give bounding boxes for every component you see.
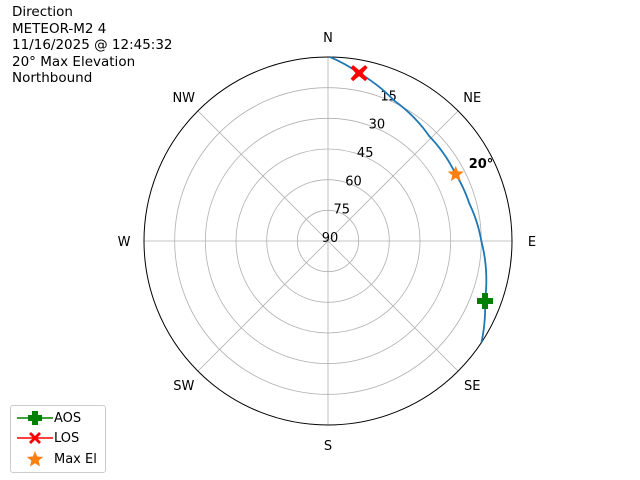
plus-marker-icon [17,411,53,425]
theta-label: E [528,235,536,250]
grid-spoke [327,110,459,242]
marker-max-el [447,165,464,182]
legend: AOS LOS Max El [10,405,106,473]
theta-label: NE [463,91,481,106]
theta-label: NW [172,91,195,106]
theta-label: W [118,235,131,250]
radial-tick-label: 90 [322,231,339,246]
star-marker-icon [26,451,44,467]
radial-tick-label: 30 [369,118,386,133]
radial-tick-label: 75 [333,203,350,218]
polar-frame [143,56,513,426]
x-marker-icon [17,432,53,444]
theta-label: SW [173,379,194,394]
theta-label: S [324,439,332,454]
info-datetime: 11/16/2025 @ 12:45:32 [12,37,173,53]
marker-aos [476,292,493,309]
info-max-elevation: 20° Max Elevation [12,53,136,70]
radial-tick-label: 15 [380,89,397,104]
theta-label: SE [464,379,480,394]
radial-tick-label: 45 [357,146,374,161]
pass-info: Direction METEOR-M2 4 11/16/2025 @ 12:45… [12,4,173,87]
radial-tick-label: 60 [345,174,362,189]
info-direction: Northbound [12,70,93,86]
grid-spoke [327,240,459,372]
info-title: Direction [12,4,73,20]
max-elevation-annotation: 20° [469,157,494,172]
info-satellite: METEOR-M2 4 [12,20,107,37]
grid-spoke [197,240,329,372]
theta-label: N [323,31,333,46]
grid-spoke [197,110,329,242]
marker-los [350,65,368,82]
